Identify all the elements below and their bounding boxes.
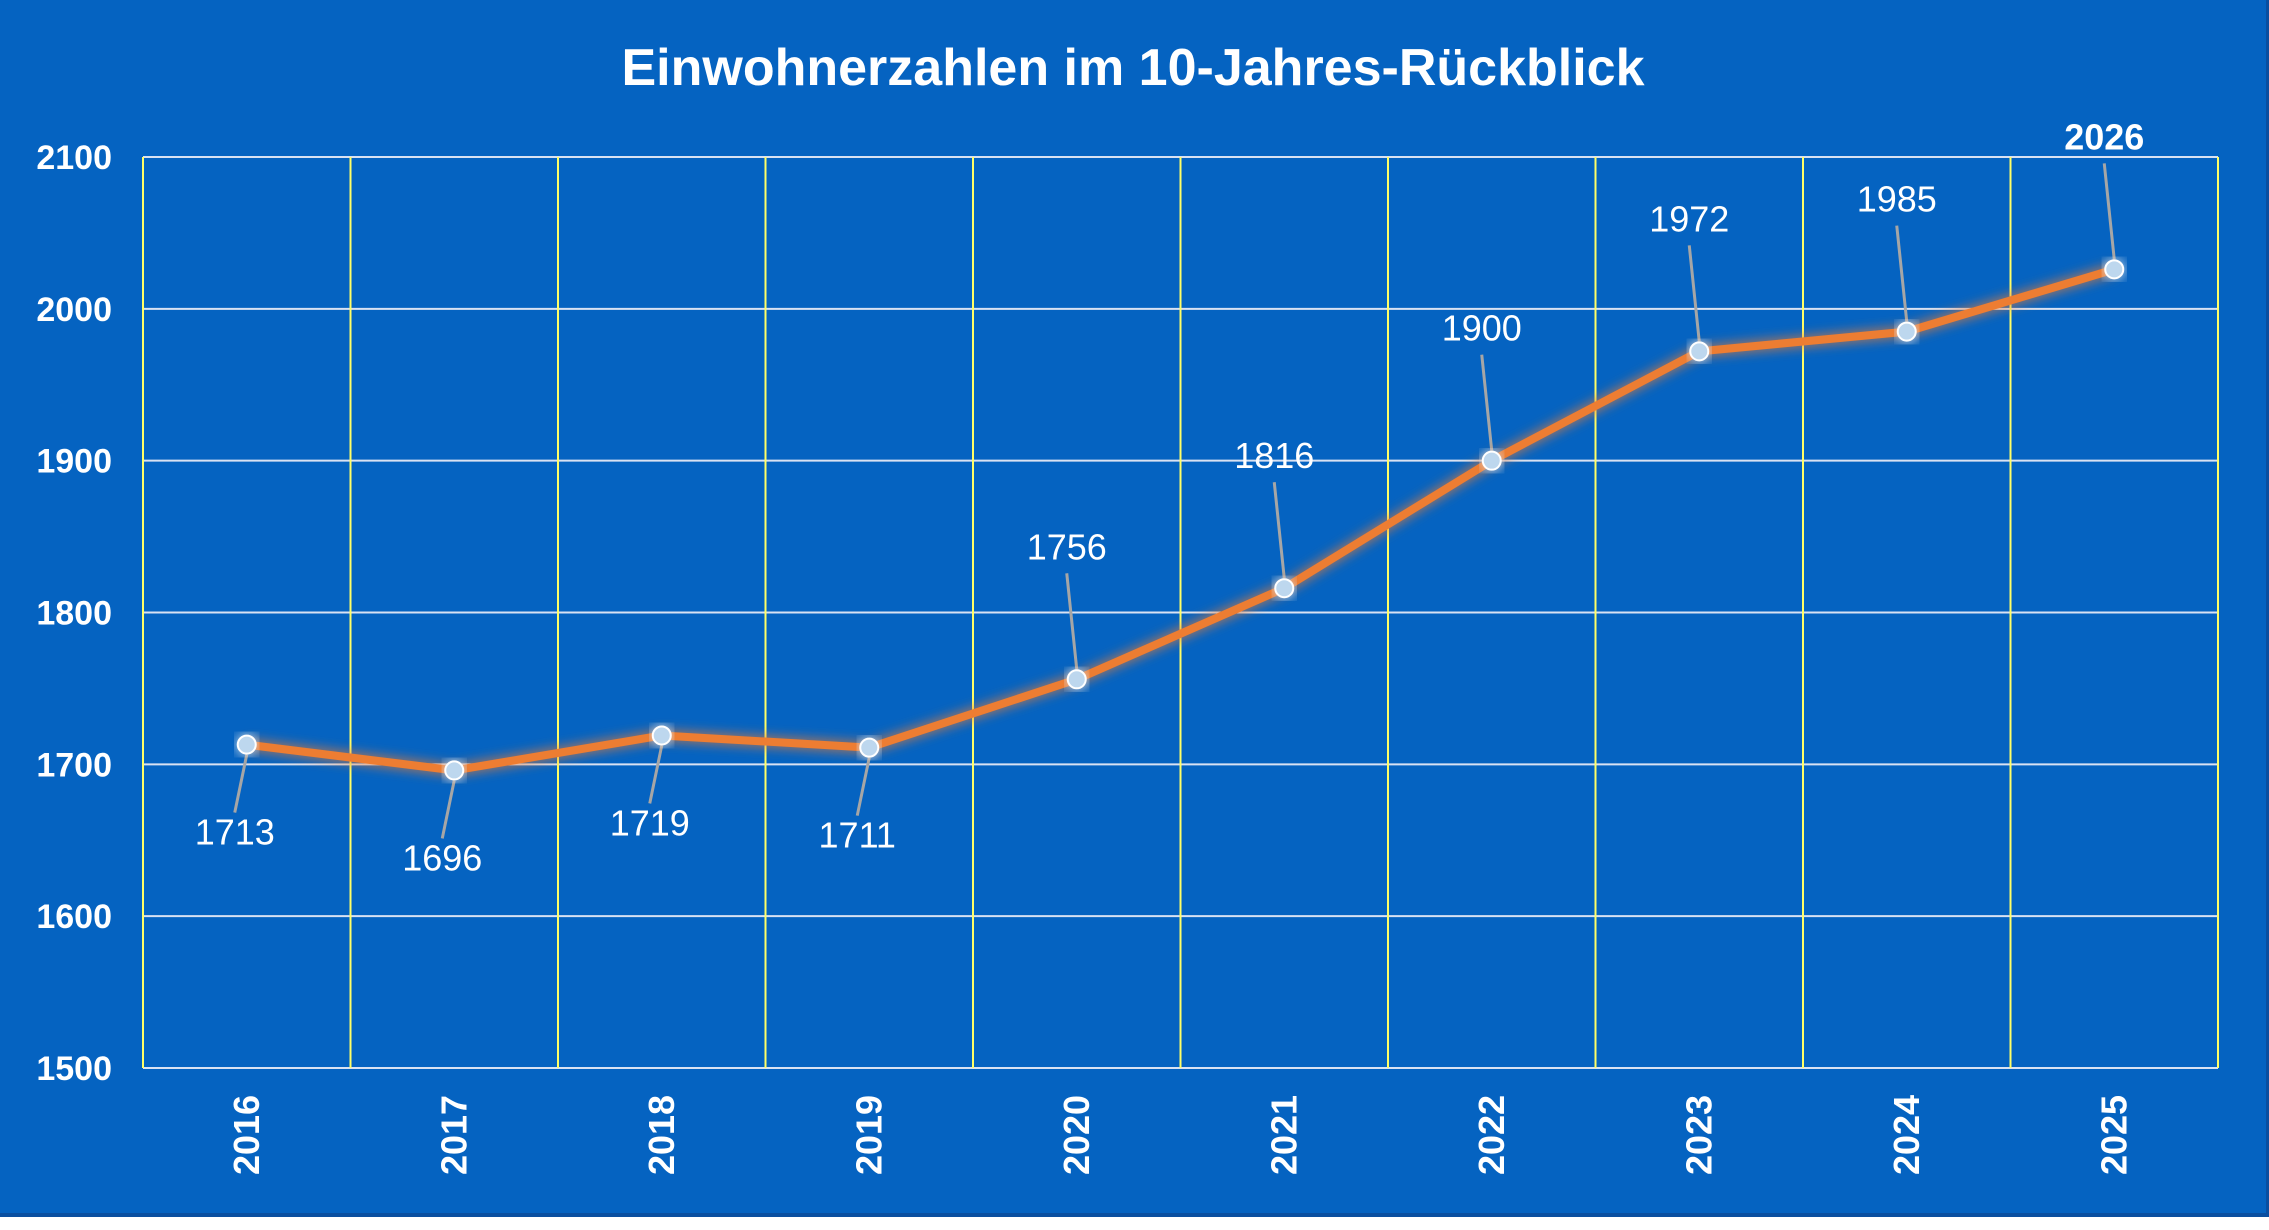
data-point	[236, 734, 257, 755]
data-labels: 1713 1696 1719 1711 1756 1816 1900 1972 1985 2026	[195, 116, 2145, 878]
data-point	[651, 725, 672, 746]
data-label: 1985	[1857, 179, 1937, 220]
data-label: 1816	[1234, 435, 1314, 476]
series-line	[246, 265, 2116, 775]
data-label: 1696	[402, 837, 482, 878]
x-tick-label: 2025	[2093, 1095, 2134, 1175]
data-point	[1274, 578, 1295, 599]
series-line-group	[246, 265, 2116, 775]
data-point	[2104, 259, 2125, 280]
data-label: 1713	[195, 812, 275, 853]
leader-line	[648, 745, 664, 804]
x-tick-label: 2018	[641, 1095, 682, 1175]
y-tick-label: 1700	[36, 746, 112, 784]
y-tick-label: 2000	[36, 291, 112, 329]
data-point	[444, 760, 465, 781]
chart-title: Einwohnerzahlen im 10-Jahres-Rückblick	[621, 39, 1645, 97]
data-point	[1689, 341, 1710, 362]
data-label: 1900	[1442, 308, 1522, 349]
data-point	[1896, 321, 1917, 342]
data-label: 2026	[2064, 116, 2144, 157]
x-tick-label: 2016	[226, 1095, 267, 1175]
leader-line	[2102, 163, 2116, 260]
data-label: 1756	[1027, 526, 1107, 567]
data-point	[1066, 669, 1087, 690]
x-tick-label: 2024	[1886, 1095, 1927, 1175]
x-tick-label: 2021	[1263, 1095, 1304, 1175]
data-point	[859, 737, 880, 758]
grid	[142, 156, 2219, 1069]
x-tick-label: 2020	[1056, 1095, 1097, 1175]
y-tick-label: 1600	[36, 898, 112, 936]
y-tick-label: 1800	[36, 595, 112, 633]
data-point	[1481, 450, 1502, 471]
leader-line	[440, 780, 456, 839]
data-points	[236, 259, 2125, 781]
x-tick-label: 2017	[433, 1095, 474, 1175]
leader-line	[1272, 482, 1286, 579]
y-tick-label: 1500	[36, 1050, 112, 1088]
data-label: 1972	[1649, 198, 1729, 239]
leader-line	[1895, 225, 1909, 322]
axis-labels: 1500 1600 1700 1800 1900 2000 2100 2016 2017 2018…	[36, 139, 2134, 1175]
leader-line	[1065, 573, 1079, 670]
data-label: 1711	[819, 815, 896, 856]
data-label: 1719	[610, 802, 690, 843]
leader-line	[855, 757, 871, 816]
y-tick-label: 2100	[36, 139, 112, 177]
leader-lines	[233, 163, 2116, 839]
x-tick-label: 2019	[848, 1095, 889, 1175]
leader-line	[233, 754, 249, 813]
leader-line	[1687, 245, 1701, 342]
leader-line	[1480, 354, 1494, 451]
x-tick-label: 2023	[1678, 1095, 1719, 1175]
y-tick-label: 1900	[36, 443, 112, 481]
x-tick-label: 2022	[1471, 1095, 1512, 1175]
